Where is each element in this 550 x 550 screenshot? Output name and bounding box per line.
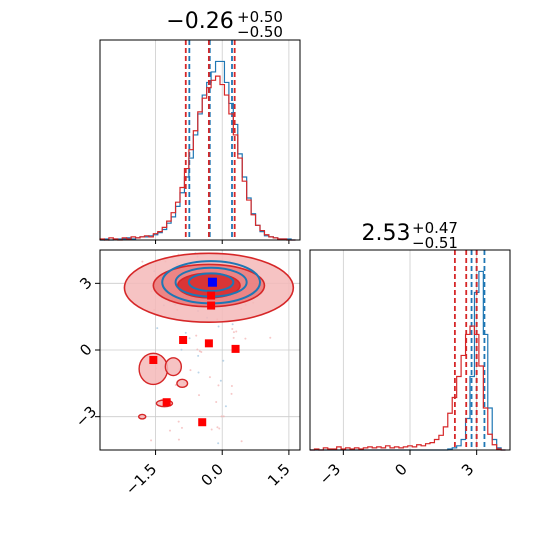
- scatter-ytick-label: 0: [76, 340, 95, 359]
- sample-point: [220, 415, 223, 418]
- hist-y-xtick-label: −3: [316, 460, 344, 488]
- hist-x-title-sub: −0.50: [237, 23, 283, 41]
- sample-point: [196, 348, 199, 351]
- hist-y-xtick-label: 0: [391, 460, 410, 479]
- panel-hist-y: 2.53 +0.47 −0.51 −3 0 3: [309, 219, 511, 488]
- sample-point: [230, 384, 233, 387]
- sample-point: [195, 334, 198, 337]
- hist-y-title-sub: −0.51: [412, 234, 458, 252]
- red-square-marker: [231, 344, 240, 353]
- sample-point: [174, 384, 177, 387]
- sample-point: [180, 426, 183, 429]
- hist-series-0: [100, 60, 296, 241]
- sample-point: [177, 420, 180, 423]
- hist-x-frame: [99, 39, 301, 241]
- hist-y-title: 2.53: [362, 221, 411, 246]
- hist-y-xtick-label: 3: [458, 460, 477, 479]
- blue-square-marker: [207, 277, 217, 287]
- scatter-ytick-label: 3: [76, 274, 95, 293]
- red-square-marker: [204, 339, 213, 348]
- hist-y-title-sup: +0.47: [412, 219, 458, 237]
- sample-point: [156, 327, 159, 330]
- hist-x-title: −0.26: [166, 9, 233, 34]
- red-square-marker: [149, 356, 158, 364]
- sample-point: [217, 325, 220, 328]
- panel-hist-x: −0.26 +0.50 −0.50: [99, 8, 301, 244]
- sample-point: [269, 336, 272, 339]
- scatter-xtick-label: 1.5: [264, 460, 294, 490]
- sample-point: [177, 438, 180, 441]
- red-square-marker: [207, 301, 216, 310]
- panel-scatter-xy: −1.5 0.0 1.5 3 0 −3: [72, 249, 301, 499]
- hist-x-title-sup: +0.50: [237, 8, 283, 26]
- sample-point: [231, 323, 234, 326]
- red-contour-island: [164, 357, 183, 377]
- sample-point: [216, 426, 219, 429]
- sample-point: [141, 260, 144, 263]
- sample-point: [184, 331, 187, 334]
- sample-point: [230, 392, 233, 395]
- sample-point: [197, 371, 200, 374]
- sample-point: [210, 428, 213, 431]
- blue-contour-2: [187, 272, 235, 293]
- sample-point: [200, 350, 203, 353]
- sample-point: [219, 379, 222, 382]
- scatter-ytick-label: −3: [72, 402, 100, 430]
- scatter-xtick-label: 0.0: [197, 460, 227, 490]
- sample-point: [232, 331, 235, 334]
- hist-series-1: [99, 75, 296, 241]
- red-square-marker: [179, 336, 188, 344]
- sample-point: [222, 359, 225, 362]
- red-square-marker: [198, 418, 207, 427]
- sample-point: [222, 415, 225, 418]
- red-square-marker: [162, 398, 171, 407]
- sample-point: [218, 427, 221, 430]
- sample-point: [235, 330, 238, 333]
- sample-point: [198, 394, 201, 397]
- sample-point: [197, 354, 200, 357]
- hist-series-1: [310, 325, 506, 451]
- sample-point: [188, 337, 191, 340]
- sample-point: [240, 440, 243, 443]
- scatter-xtick-label: −1.5: [122, 460, 160, 498]
- red-contour-island: [137, 413, 147, 420]
- sample-point: [189, 369, 192, 372]
- sample-point: [217, 384, 220, 387]
- sample-point: [217, 442, 220, 445]
- sample-point: [150, 439, 153, 442]
- sample-point: [215, 401, 218, 404]
- sample-point: [224, 405, 227, 408]
- sample-point: [198, 350, 201, 353]
- sample-point: [232, 336, 235, 339]
- sample-point: [180, 348, 183, 351]
- sample-point: [231, 328, 234, 331]
- red-contour-island: [176, 378, 189, 389]
- sample-point: [168, 429, 171, 432]
- sample-point: [208, 376, 211, 379]
- red-square-marker: [207, 291, 216, 300]
- sample-point: [244, 337, 247, 340]
